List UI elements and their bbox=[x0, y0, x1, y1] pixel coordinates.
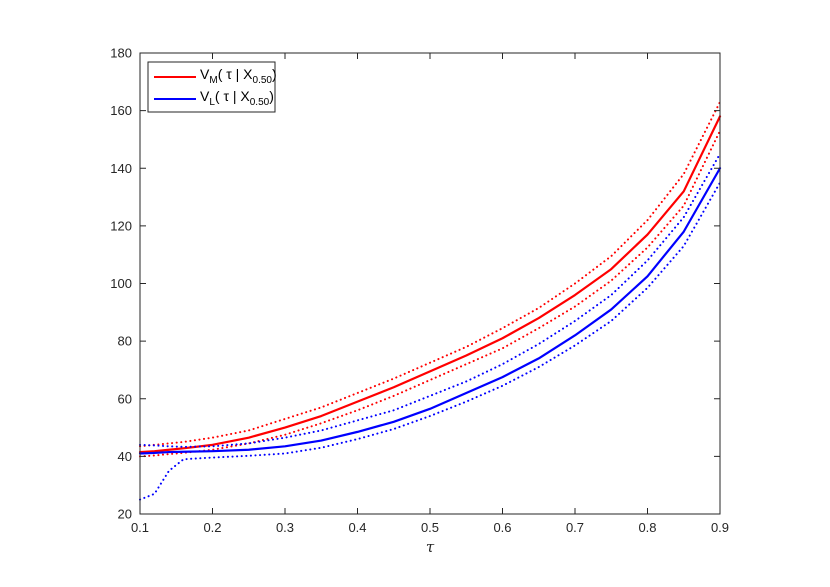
y-axis: 20 40 60 80 100 120 140 160 180 bbox=[110, 46, 720, 522]
legend-label-vm: VM( τ | X0.50) bbox=[200, 66, 277, 86]
y-tick-label-6: 140 bbox=[110, 161, 132, 176]
legend-label-vl-main: V bbox=[200, 88, 210, 104]
x-tick-label-4: 0.5 bbox=[421, 520, 439, 535]
legend-label-vl-sub1: L bbox=[209, 97, 215, 108]
x-axis-label: τ bbox=[426, 538, 435, 556]
x-tick-label-8: 0.9 bbox=[711, 520, 729, 535]
legend: VM( τ | X0.50) VL( τ | X0.50) bbox=[147, 61, 277, 113]
x-tick-label-5: 0.6 bbox=[493, 520, 511, 535]
legend-label-vm-mid: ( τ | X bbox=[218, 66, 253, 82]
legend-label-vl-mid: ( τ | X bbox=[215, 88, 250, 104]
legend-label-vl-end: ) bbox=[269, 88, 274, 104]
series-vl bbox=[138, 167, 722, 455]
legend-label-vl-sub2: 0.50 bbox=[250, 97, 270, 108]
legend-label-vm-sub2: 0.50 bbox=[253, 75, 273, 86]
x-tick-label-0: 0.1 bbox=[131, 520, 149, 535]
x-tick-label-6: 0.7 bbox=[566, 520, 584, 535]
y-tick-label-2: 60 bbox=[118, 391, 132, 406]
plot-lines bbox=[138, 100, 722, 501]
legend-label-vl: VL( τ | X0.50) bbox=[200, 88, 274, 108]
y-tick-label-3: 80 bbox=[118, 334, 132, 349]
series-vl-upper bbox=[139, 152, 721, 448]
legend-label-vm-sub1: M bbox=[209, 75, 217, 86]
y-tick-label-4: 100 bbox=[110, 276, 132, 291]
x-tick-label-7: 0.8 bbox=[638, 520, 656, 535]
series-vm bbox=[138, 115, 722, 454]
series-vl-lower bbox=[139, 181, 721, 501]
legend-label-vm-end: ) bbox=[272, 66, 277, 82]
series-vm-lower bbox=[139, 129, 721, 458]
y-tick-label-7: 160 bbox=[110, 103, 132, 118]
x-axis: 0.1 0.2 0.3 0.4 0.5 0.6 0.7 0.8 0.9 bbox=[131, 53, 729, 535]
series-vm-upper bbox=[139, 100, 721, 448]
y-tick-label-1: 40 bbox=[118, 449, 132, 464]
legend-box bbox=[147, 61, 276, 113]
y-tick-label-5: 120 bbox=[110, 218, 132, 233]
y-tick-label-8: 180 bbox=[110, 46, 132, 61]
x-tick-label-2: 0.3 bbox=[276, 520, 294, 535]
x-tick-label-1: 0.2 bbox=[203, 520, 221, 535]
y-tick-label-0: 20 bbox=[118, 507, 132, 522]
legend-label-vm-main: V bbox=[200, 66, 210, 82]
x-tick-label-3: 0.4 bbox=[348, 520, 366, 535]
